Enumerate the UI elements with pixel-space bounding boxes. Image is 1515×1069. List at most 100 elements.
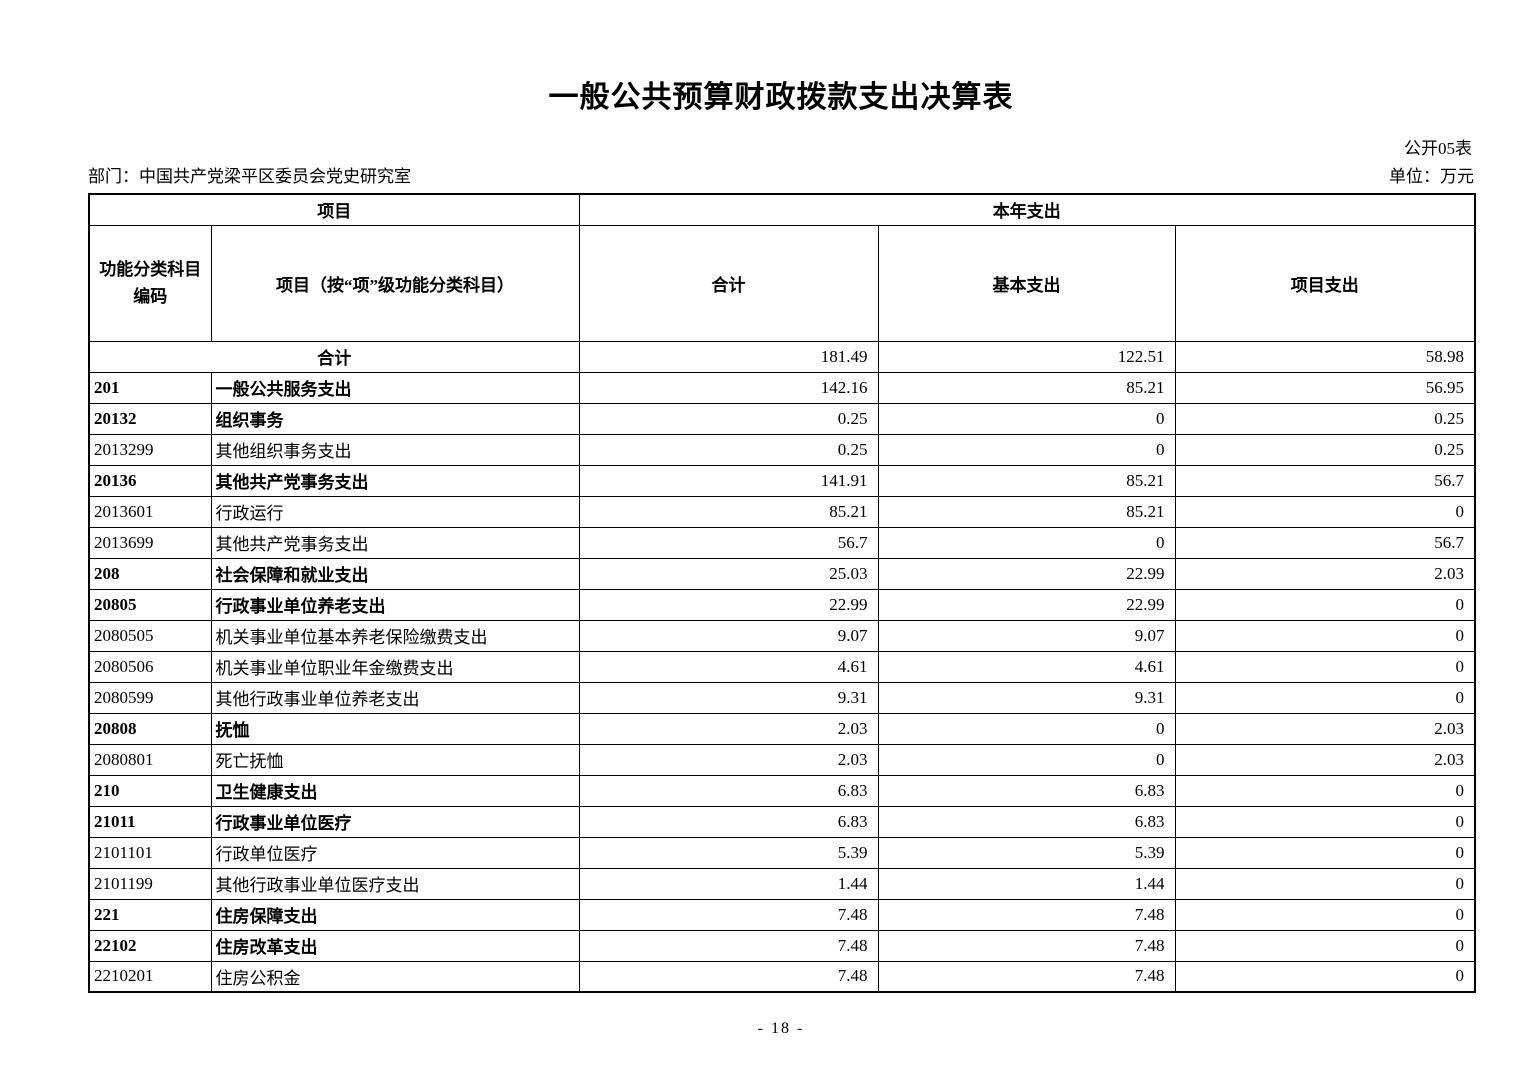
table-row: 22102 住房改革支出 7.48 7.48 0 <box>88 929 1476 962</box>
grand-total-row: 合计 181.49 122.51 58.98 <box>88 340 1476 373</box>
row-basic: 85.21 <box>877 495 1176 528</box>
row-basic: 0 <box>877 712 1176 745</box>
row-item: 死亡抚恤 <box>210 743 580 776</box>
content-area: 一般公共预算财政拨款支出决算表 公开05表 部门：中国共产党梁平区委员会党史研究… <box>88 0 1477 1038</box>
table-row: 2013299 其他组织事务支出 0.25 0 0.25 <box>88 433 1476 466</box>
row-project: 2.03 <box>1174 712 1476 745</box>
header-item: 项目（按“项”级功能分类科目） <box>210 224 580 342</box>
row-code: 208 <box>88 557 212 590</box>
header-function-code-line1: 功能分类科目 <box>99 260 202 279</box>
row-project: 0.25 <box>1174 433 1476 466</box>
table-row: 20808 抚恤 2.03 0 2.03 <box>88 712 1476 745</box>
row-total: 85.21 <box>578 495 879 528</box>
page-number: - 18 - <box>757 1020 805 1037</box>
row-total: 2.03 <box>578 712 879 745</box>
table-row: 2101101 行政单位医疗 5.39 5.39 0 <box>88 836 1476 869</box>
row-code: 2101199 <box>88 867 212 900</box>
table-row: 210 卫生健康支出 6.83 6.83 0 <box>88 774 1476 807</box>
row-project: 0 <box>1174 805 1476 838</box>
table-row: 20805 行政事业单位养老支出 22.99 22.99 0 <box>88 588 1476 621</box>
grand-total-label: 合计 <box>88 340 580 373</box>
row-total: 25.03 <box>578 557 879 590</box>
table-code-label: 公开05表 <box>1404 139 1472 158</box>
row-code: 2013299 <box>88 433 212 466</box>
row-project: 0 <box>1174 867 1476 900</box>
row-project: 0 <box>1174 588 1476 621</box>
row-basic: 1.44 <box>877 867 1176 900</box>
row-basic: 22.99 <box>877 557 1176 590</box>
row-item: 住房保障支出 <box>210 898 580 931</box>
row-total: 9.07 <box>578 619 879 652</box>
row-basic: 85.21 <box>877 371 1176 404</box>
row-project: 0 <box>1174 898 1476 931</box>
row-total: 0.25 <box>578 433 879 466</box>
row-basic: 0 <box>877 433 1176 466</box>
row-total: 142.16 <box>578 371 879 404</box>
row-total: 1.44 <box>578 867 879 900</box>
row-total: 22.99 <box>578 588 879 621</box>
row-item: 行政单位医疗 <box>210 836 580 869</box>
row-project: 2.03 <box>1174 743 1476 776</box>
row-item: 行政事业单位养老支出 <box>210 588 580 621</box>
row-basic: 6.83 <box>877 805 1176 838</box>
row-code: 2080506 <box>88 650 212 683</box>
row-project: 0 <box>1174 774 1476 807</box>
row-total: 7.48 <box>578 960 879 993</box>
table-row: 221 住房保障支出 7.48 7.48 0 <box>88 898 1476 931</box>
row-code: 21011 <box>88 805 212 838</box>
row-code: 201 <box>88 371 212 404</box>
row-basic: 6.83 <box>877 774 1176 807</box>
row-total: 141.91 <box>578 464 879 497</box>
row-item: 抚恤 <box>210 712 580 745</box>
row-code: 2013699 <box>88 526 212 559</box>
row-total: 6.83 <box>578 774 879 807</box>
header-year-expenditure-group: 本年支出 <box>578 193 1476 226</box>
row-project: 56.95 <box>1174 371 1476 404</box>
row-item: 机关事业单位职业年金缴费支出 <box>210 650 580 683</box>
row-basic: 9.07 <box>877 619 1176 652</box>
page-title: 一般公共预算财政拨款支出决算表 <box>548 81 1014 114</box>
row-basic: 0 <box>877 526 1176 559</box>
grand-total-project: 58.98 <box>1174 340 1476 373</box>
header-total: 合计 <box>578 224 879 342</box>
budget-table: 项目 本年支出 功能分类科目 编码 项目（按“项”级功能分类科目） 合计 基本支… <box>88 193 1477 993</box>
row-item: 行政运行 <box>210 495 580 528</box>
row-item: 行政事业单位医疗 <box>210 805 580 838</box>
row-code: 221 <box>88 898 212 931</box>
row-total: 9.31 <box>578 681 879 714</box>
row-project: 0.25 <box>1174 402 1476 435</box>
row-item: 卫生健康支出 <box>210 774 580 807</box>
row-code: 2013601 <box>88 495 212 528</box>
row-basic: 9.31 <box>877 681 1176 714</box>
row-code: 20132 <box>88 402 212 435</box>
meta-row: 部门：中国共产党梁平区委员会党史研究室 单位：万元 <box>88 166 1474 187</box>
row-basic: 5.39 <box>877 836 1176 869</box>
row-total: 4.61 <box>578 650 879 683</box>
row-project: 0 <box>1174 681 1476 714</box>
header-columns-row: 功能分类科目 编码 项目（按“项”级功能分类科目） 合计 基本支出 项目支出 <box>88 224 1476 342</box>
row-code: 2210201 <box>88 960 212 993</box>
row-basic: 7.48 <box>877 898 1176 931</box>
row-code: 2080505 <box>88 619 212 652</box>
header-function-code: 功能分类科目 编码 <box>88 224 212 342</box>
row-project: 56.7 <box>1174 526 1476 559</box>
row-code: 20808 <box>88 712 212 745</box>
row-total: 5.39 <box>578 836 879 869</box>
header-basic-expenditure: 基本支出 <box>877 224 1176 342</box>
table-row: 20136 其他共产党事务支出 141.91 85.21 56.7 <box>88 464 1476 497</box>
unit-label: 单位：万元 <box>1389 167 1474 186</box>
row-code: 22102 <box>88 929 212 962</box>
row-code: 210 <box>88 774 212 807</box>
row-total: 6.83 <box>578 805 879 838</box>
table-row: 201 一般公共服务支出 142.16 85.21 56.95 <box>88 371 1476 404</box>
table-row: 20132 组织事务 0.25 0 0.25 <box>88 402 1476 435</box>
row-item: 住房改革支出 <box>210 929 580 962</box>
row-code: 2080599 <box>88 681 212 714</box>
header-project-group: 项目 <box>88 193 580 226</box>
row-project: 2.03 <box>1174 557 1476 590</box>
row-basic: 0 <box>877 402 1176 435</box>
row-item: 其他组织事务支出 <box>210 433 580 466</box>
table-row: 2013699 其他共产党事务支出 56.7 0 56.7 <box>88 526 1476 559</box>
row-total: 7.48 <box>578 898 879 931</box>
